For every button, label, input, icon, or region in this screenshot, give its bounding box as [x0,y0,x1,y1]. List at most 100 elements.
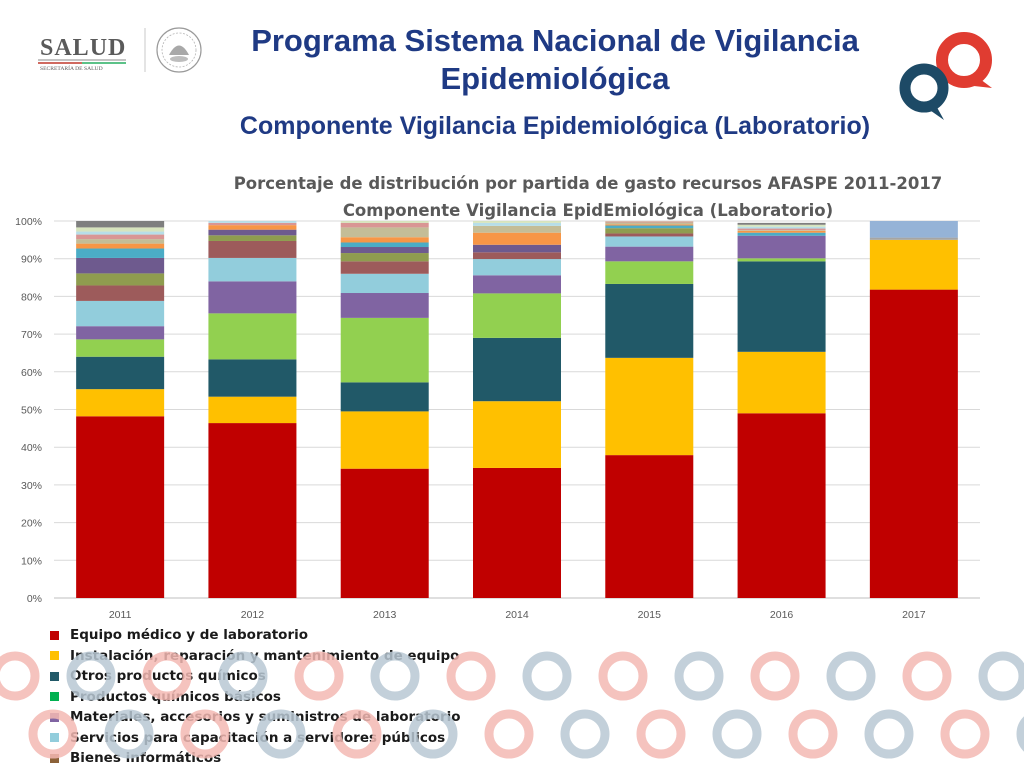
bar-segment [870,238,958,240]
bar-segment [341,469,429,598]
y-tick-label: 100% [15,216,42,228]
bar-segment [605,228,693,233]
bar-segment [76,285,164,300]
bar-segment [870,240,958,290]
bar-segment [341,318,429,382]
y-tick-label: 90% [21,254,42,266]
bar-segment [473,401,561,468]
chart-subtitle: Componente Vigilancia EpidEmiológica (La… [343,201,833,220]
decor-ring [71,656,111,696]
bar-segment [76,326,164,339]
y-tick-label: 20% [21,518,42,530]
y-tick-label: 30% [21,480,42,492]
bar-segment [341,382,429,411]
bar-segment [76,357,164,389]
bar-segment [605,223,693,225]
brand-rings-icon [896,26,1000,122]
decor-ring [147,656,187,696]
bar-segment [76,244,164,249]
decor-ring [451,656,491,696]
salud-logo: SALUD SECRETARÍA DE SALUD [30,22,220,78]
bar-segment [208,359,296,396]
bar-segment [605,284,693,358]
bar-segment [738,227,826,229]
bar-segment [473,233,561,245]
bar-segment [76,339,164,356]
bar-segment [605,455,693,598]
bar-segment [76,416,164,598]
decor-ring [717,714,757,754]
decor-ring [337,714,377,754]
bar-segment [208,397,296,423]
chart-title: Porcentaje de distribución por partida d… [234,174,943,193]
bar-segment [605,233,693,236]
bar-segment [738,236,826,259]
bar-segment [341,253,429,261]
bar-segment [76,258,164,273]
bar-segment [473,223,561,226]
bar-segment [473,468,561,598]
decor-ring [185,714,225,754]
decor-ring [641,714,681,754]
bar-segment [76,239,164,244]
logo-subtext: SECRETARÍA DE SALUD [40,64,103,72]
decor-ring [299,656,339,696]
bar-segment [473,252,561,259]
decor-ring [565,714,605,754]
decor-ring [489,714,529,754]
bar-segment [738,229,826,231]
bar-segment [341,293,429,318]
x-tick-label: 2011 [109,609,132,621]
y-tick-label: 80% [21,291,42,303]
decor-ring [603,656,643,696]
decor-ring [907,656,947,696]
bar-segment [473,338,561,401]
y-tick-label: 40% [21,442,42,454]
bar-segment [870,221,958,238]
stacked-bar-chart: Porcentaje de distribución por partida d… [0,160,1024,625]
bar-segment [208,230,296,236]
bar-segment [341,237,429,242]
bar-segment [738,233,826,236]
x-tick-label: 2013 [373,609,397,621]
bar-segment [738,225,826,227]
bar-segment [341,223,429,228]
bar-segment [341,227,429,237]
bar-segment [473,293,561,337]
bar-segment [341,261,429,273]
decor-ring [223,656,263,696]
y-tick-label: 0% [27,593,42,605]
decor-ring [0,656,35,696]
bar-segment [208,225,296,230]
bar-segment [473,245,561,253]
bar-segment [208,241,296,258]
bar-segment [341,411,429,468]
bar-segment [341,274,429,293]
bar-segment [605,261,693,284]
bar-segment [341,221,429,223]
x-tick-label: 2016 [770,609,794,621]
bar-segment [605,358,693,455]
decorative-rings-background [0,630,1024,768]
bar-segment [76,235,164,240]
bar-segment [76,221,164,227]
bar-segment [341,242,429,247]
decor-ring [831,656,871,696]
y-tick-label: 70% [21,329,42,341]
logo-text: SALUD [40,35,126,61]
decor-ring [33,714,73,754]
slide-title: Programa Sistema Nacional de Vigilancia … [200,22,910,98]
decor-ring [375,656,415,696]
bar-segment [605,224,693,225]
bar-segment [208,313,296,359]
decor-ring [793,714,833,754]
bar-segment [473,259,561,275]
decor-ring [413,714,453,754]
y-tick-label: 50% [21,405,42,417]
bar-segment [605,247,693,262]
bar-segment [738,258,826,261]
slide-subtitle: Componente Vigilancia Epidemiológica (La… [150,112,960,141]
y-tick-label: 60% [21,367,42,379]
bar-segment [76,227,164,231]
